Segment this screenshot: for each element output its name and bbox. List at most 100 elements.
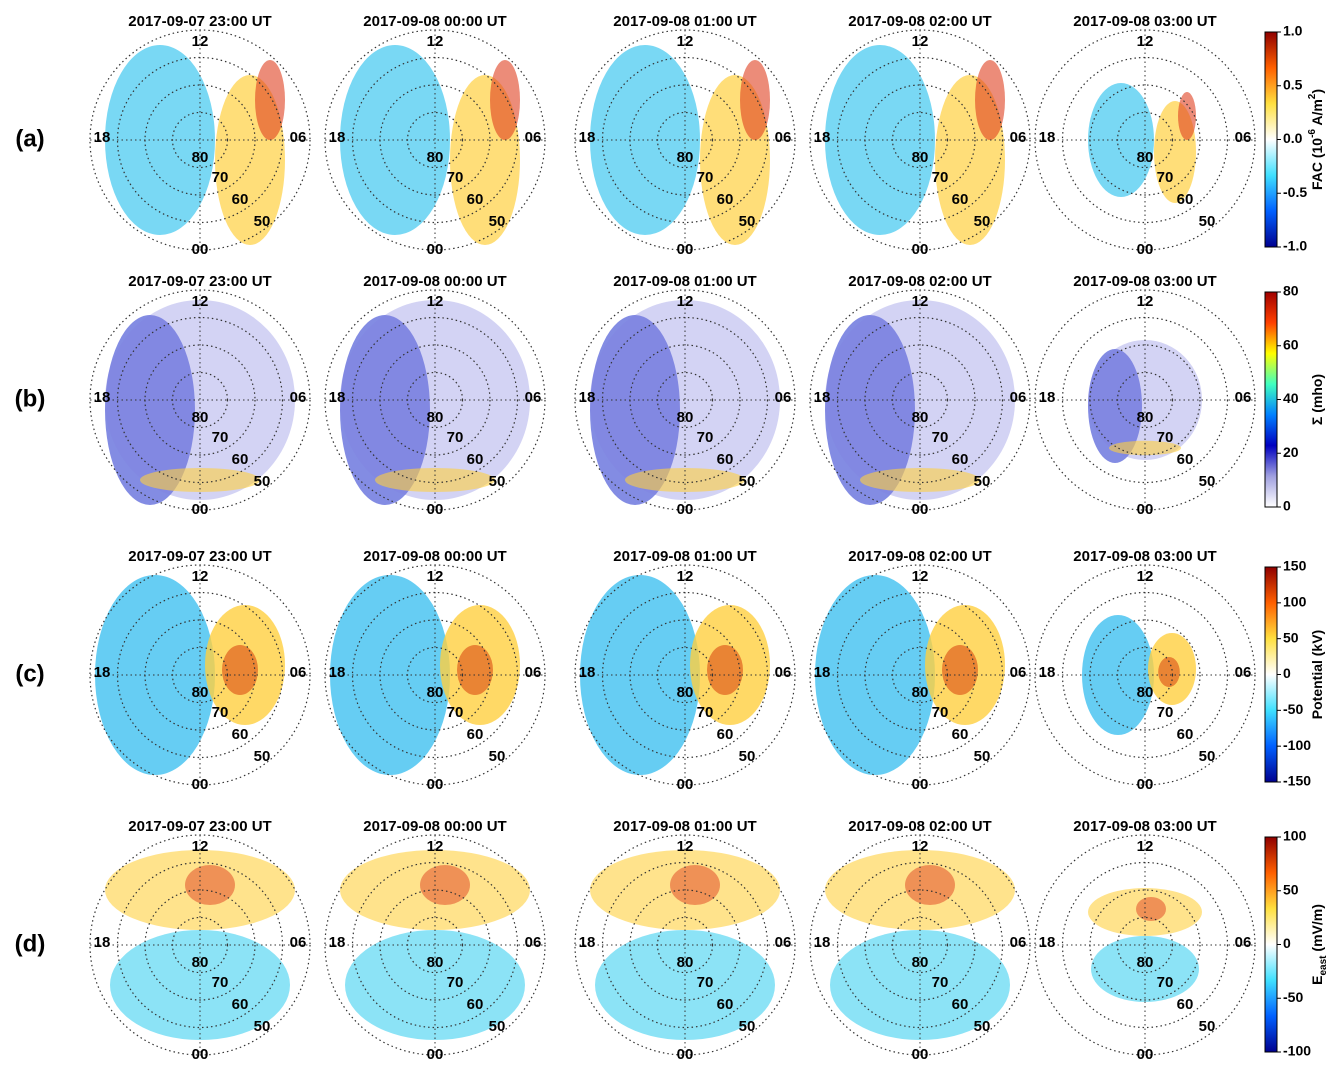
polar-label: 80 [912,149,929,166]
polar-label: 60 [952,451,969,468]
polar-label: 60 [717,726,734,743]
field-region [740,60,770,140]
polar-label: 80 [677,684,694,701]
polar-label: 12 [912,293,929,310]
colorbar-tick-label: -50 [1283,701,1303,717]
colorbar [1265,32,1277,247]
polar-label: 50 [974,1018,991,1035]
row-label: (c) [15,660,44,687]
polar-label: 80 [677,954,694,971]
panel-title: 2017-09-07 23:00 UT [128,13,271,30]
panel-title: 2017-09-07 23:00 UT [128,818,271,835]
polar-label: 12 [912,33,929,50]
colorbar-label: Eeast (mV/m) [1309,904,1329,985]
colorbar-tick-label: 100 [1283,828,1307,844]
panel-title: 2017-09-08 02:00 UT [848,273,991,290]
polar-label: 06 [525,664,542,681]
panel-title: 2017-09-08 02:00 UT [848,818,991,835]
panel-title: 2017-09-08 00:00 UT [363,273,506,290]
polar-label: 18 [1039,664,1056,681]
polar-label: 12 [1137,568,1154,585]
colorbar-tick-label: 0 [1283,498,1291,514]
colorbar-tick-label: -0.5 [1283,184,1307,200]
polar-label: 70 [212,974,229,991]
colorbar-tick-label: 0 [1283,665,1291,681]
polar-label: 06 [290,389,307,406]
colorbar-tick-label: 80 [1283,283,1299,299]
polar-label: 06 [775,664,792,681]
polar-label: 60 [1177,726,1194,743]
polar-label: 70 [932,974,949,991]
row-label: (a) [15,125,44,152]
polar-label: 50 [254,473,271,490]
colorbar-tick-label: 0.5 [1283,76,1303,92]
polar-label: 60 [1177,996,1194,1013]
polar-label: 50 [739,1018,756,1035]
field-region [420,865,470,905]
polar-label: 60 [467,451,484,468]
polar-label: 80 [192,409,209,426]
colorbar-tick-label: -150 [1283,773,1311,789]
polar-label: 06 [290,129,307,146]
polar-label: 00 [677,1046,694,1063]
polar-label: 70 [447,429,464,446]
polar-label: 12 [677,293,694,310]
polar-label: 00 [192,1046,209,1063]
polar-label: 18 [94,129,111,146]
polar-label: 18 [1039,389,1056,406]
polar-label: 00 [677,776,694,793]
polar-label: 18 [814,129,831,146]
polar-label: 06 [775,934,792,951]
colorbar [1265,567,1277,782]
polar-label: 00 [192,241,209,258]
field-region [255,60,285,140]
polar-label: 06 [1235,389,1252,406]
colorbar-tick-label: 50 [1283,881,1299,897]
polar-label: 18 [579,934,596,951]
colorbar-tick-label: 1.0 [1283,23,1303,39]
polar-plot: 2017-09-08 00:00 UT1218060080706050 [325,13,545,258]
polar-label: 18 [1039,129,1056,146]
polar-label: 18 [579,389,596,406]
polar-label: 80 [427,409,444,426]
polar-label: 60 [717,451,734,468]
colorbar-tick-label: 50 [1283,629,1299,645]
polar-label: 12 [912,568,929,585]
polar-label: 06 [1235,934,1252,951]
polar-label: 00 [912,501,929,518]
polar-label: 70 [1157,974,1174,991]
polar-label: 70 [1157,169,1174,186]
polar-label: 18 [814,934,831,951]
panel-title: 2017-09-08 03:00 UT [1073,818,1216,835]
polar-label: 18 [329,129,346,146]
colorbar-tick-label: 150 [1283,558,1307,574]
polar-label: 12 [1137,293,1154,310]
polar-label: 50 [489,213,506,230]
polar-label: 06 [1235,664,1252,681]
polar-label: 60 [467,726,484,743]
row-label: (d) [15,930,46,957]
polar-label: 12 [1137,838,1154,855]
panel-title: 2017-09-08 03:00 UT [1073,13,1216,30]
colorbar-label: Potential (kV) [1309,630,1325,719]
colorbar-tick-label: -1.0 [1283,238,1307,254]
polar-plot: 2017-09-07 23:00 UT1218060080706050 [90,273,310,518]
colorbar-tick-label: 100 [1283,594,1307,610]
polar-label: 80 [912,409,929,426]
polar-label: 80 [427,954,444,971]
polar-label: 60 [952,191,969,208]
colorbar-tick-label: -100 [1283,1043,1311,1059]
polar-label: 80 [192,954,209,971]
polar-label: 12 [677,33,694,50]
polar-label: 80 [912,954,929,971]
polar-label: 50 [254,1018,271,1035]
polar-label: 80 [677,149,694,166]
polar-label: 60 [717,996,734,1013]
polar-label: 50 [489,473,506,490]
colorbar-label-part: east [1318,955,1329,976]
colorbar-tick-label: -100 [1283,737,1311,753]
